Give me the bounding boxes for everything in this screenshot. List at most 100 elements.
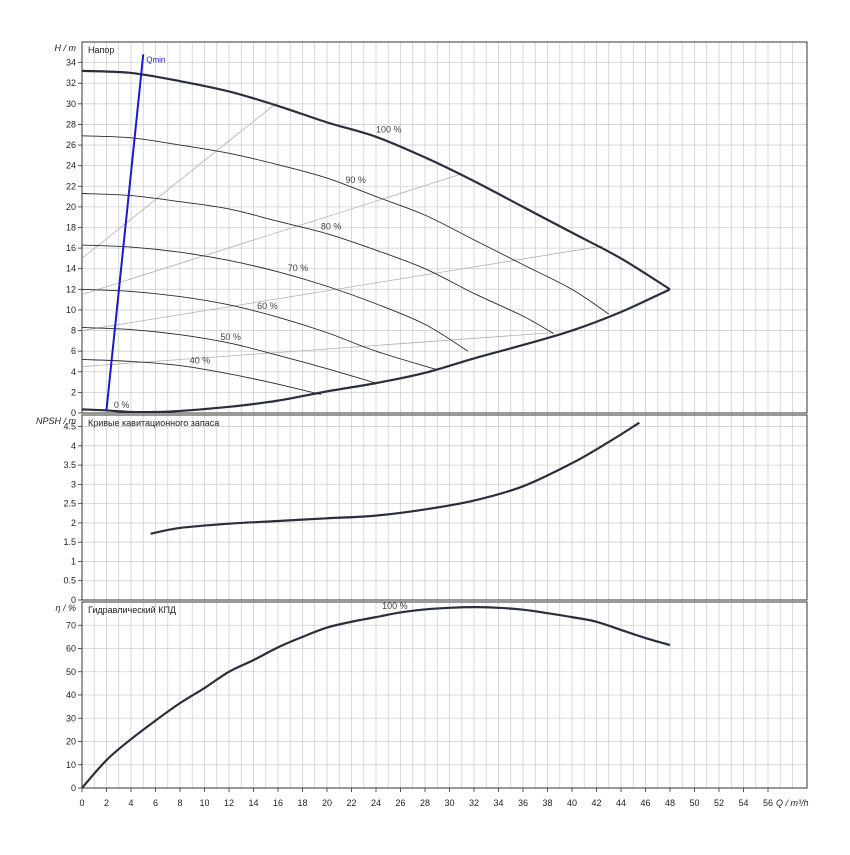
y-tick-label: 8 [71, 326, 76, 336]
x-tick-label: 16 [273, 798, 283, 808]
y-axis-label: η / % [55, 603, 76, 613]
series-curve [81, 244, 469, 352]
y-tick-label: 2 [71, 387, 76, 397]
y-tick-label: 10 [66, 760, 76, 770]
y-tick-label: 1.5 [63, 537, 76, 547]
x-tick-label: 22 [346, 798, 356, 808]
y-tick-label: 60 [66, 644, 76, 654]
panel-title: Напор [88, 45, 114, 55]
x-tick-label: 4 [128, 798, 133, 808]
efficiency-line [81, 245, 603, 331]
y-tick-label: 34 [66, 58, 76, 68]
x-tick-label: 50 [689, 798, 699, 808]
curve-label: 90 % [345, 175, 366, 185]
curve-label: 100 % [382, 601, 408, 611]
curve-label: 80 % [321, 222, 342, 232]
panel-frame [81, 414, 808, 601]
y-tick-label: 26 [66, 140, 76, 150]
x-tick-label: 32 [469, 798, 479, 808]
x-tick-label: 54 [738, 798, 748, 808]
x-tick-label: 24 [371, 798, 381, 808]
y-tick-label: 20 [66, 202, 76, 212]
panel-title: Гидравлический КПД [88, 605, 176, 615]
y-tick-label: 1 [71, 556, 76, 566]
x-tick-label: 2 [104, 798, 109, 808]
y-tick-label: 24 [66, 161, 76, 171]
x-tick-label: 40 [567, 798, 577, 808]
series-curve [81, 327, 377, 384]
y-tick-label: 40 [66, 690, 76, 700]
x-tick-label: 36 [518, 798, 528, 808]
y-tick-label: 16 [66, 243, 76, 253]
y-tick-label: 30 [66, 99, 76, 109]
y-tick-label: 28 [66, 119, 76, 129]
series-curve [81, 288, 438, 371]
curve-label: 40 % [190, 356, 211, 366]
y-tick-label: 0 [71, 408, 76, 418]
efficiency-line [81, 173, 462, 295]
y-tick-label: 3.5 [63, 460, 76, 470]
x-tick-label: 18 [297, 798, 307, 808]
curve-label: 60 % [257, 301, 278, 311]
x-tick-label: 26 [395, 798, 405, 808]
y-tick-label: 6 [71, 346, 76, 356]
x-tick-label: 38 [542, 798, 552, 808]
y-axis-label: NPSH / m [36, 416, 77, 426]
x-tick-label: 14 [248, 798, 258, 808]
curve-label: 50 % [220, 332, 241, 342]
y-tick-label: 18 [66, 223, 76, 233]
x-tick-label: 6 [153, 798, 158, 808]
curve-label: 70 % [288, 263, 309, 273]
x-tick-label: 42 [591, 798, 601, 808]
y-tick-label: 22 [66, 181, 76, 191]
x-tick-label: 10 [199, 798, 209, 808]
x-tick-label: 56 [763, 798, 773, 808]
x-tick-label: 30 [444, 798, 454, 808]
series-curve [81, 606, 671, 789]
y-tick-label: 32 [66, 78, 76, 88]
series-curve [81, 193, 554, 335]
x-tick-label: 34 [493, 798, 503, 808]
x-tick-label: 8 [177, 798, 182, 808]
y-tick-label: 30 [66, 713, 76, 723]
panel-title: Кривые кавитационного запаса [88, 418, 219, 428]
x-tick-label: 46 [640, 798, 650, 808]
efficiency-line [81, 101, 279, 259]
series-curve [150, 421, 640, 535]
y-tick-label: 14 [66, 264, 76, 274]
y-tick-label: 70 [66, 620, 76, 630]
x-tick-label: 28 [420, 798, 430, 808]
y-tick-label: 0 [71, 595, 76, 605]
x-tick-label: 0 [79, 798, 84, 808]
y-tick-label: 0 [71, 783, 76, 793]
qmin-line [105, 54, 145, 411]
series-curve [81, 135, 610, 315]
series-curve [81, 69, 671, 291]
series-curve [81, 288, 671, 414]
curve-label: 0 % [114, 400, 130, 410]
y-tick-label: 10 [66, 305, 76, 315]
y-tick-label: 4 [71, 441, 76, 451]
x-tick-label: 44 [616, 798, 626, 808]
y-axis-label: H / m [55, 43, 77, 53]
x-axis-label: Q / m³/h [776, 798, 809, 808]
x-tick-label: 52 [714, 798, 724, 808]
x-tick-label: 48 [665, 798, 675, 808]
y-tick-label: 20 [66, 737, 76, 747]
qmin-label: Qmin [146, 55, 165, 64]
x-tick-label: 12 [224, 798, 234, 808]
y-tick-label: 50 [66, 667, 76, 677]
y-tick-label: 12 [66, 284, 76, 294]
y-tick-label: 4 [71, 367, 76, 377]
y-tick-label: 3 [71, 479, 76, 489]
y-tick-label: 2 [71, 518, 76, 528]
y-tick-label: 0.5 [63, 576, 76, 586]
x-tick-label: 20 [322, 798, 332, 808]
series-curve [81, 358, 321, 395]
curve-label: 100 % [376, 125, 402, 135]
y-tick-label: 4.5 [63, 422, 76, 432]
efficiency-line [81, 332, 554, 368]
y-tick-label: 2.5 [63, 499, 76, 509]
